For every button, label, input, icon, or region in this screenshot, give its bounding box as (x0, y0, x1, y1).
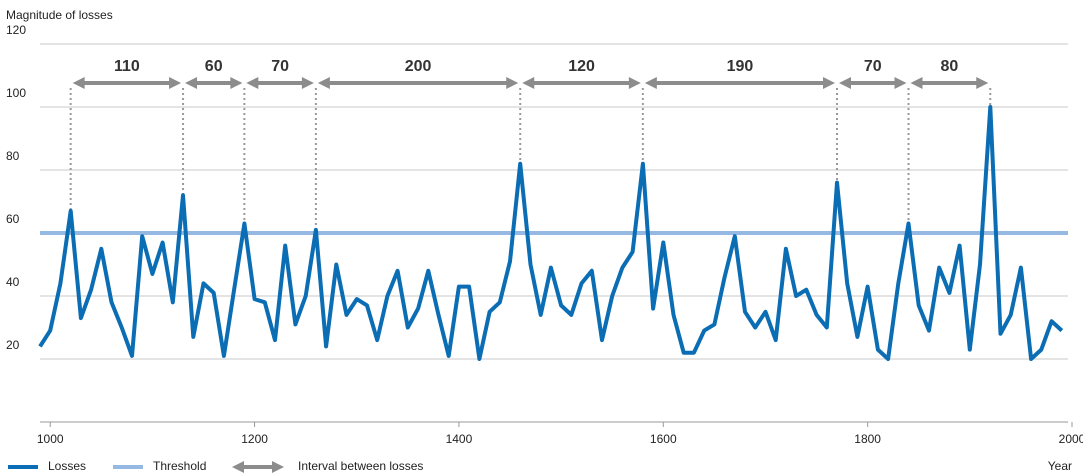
x-axis-label: Year (1048, 459, 1072, 473)
legend-arrow-head (232, 461, 244, 473)
interval-head (72, 77, 85, 89)
interval-label: 200 (405, 58, 432, 75)
y-tick-label: 20 (6, 338, 20, 352)
interval-head (246, 77, 259, 89)
interval-arrow (317, 77, 519, 89)
interval-label: 110 (114, 58, 140, 75)
legend-label: Interval between losses (298, 459, 423, 473)
interval-head (822, 77, 835, 89)
y-tick-label: 100 (6, 86, 26, 100)
interval-arrow (838, 77, 907, 89)
interval-head (506, 77, 519, 89)
x-tick-label: 1000 (37, 432, 64, 446)
interval-arrow (910, 77, 989, 89)
interval-label: 60 (205, 58, 223, 75)
y-tick-label: 80 (6, 149, 20, 163)
legend-swatch (232, 461, 284, 473)
y-axis-label: Magnitude of losses (6, 8, 113, 22)
x-tick-label: 1400 (446, 432, 473, 446)
interval-head (910, 77, 923, 89)
x-tick-label: 1600 (650, 432, 677, 446)
interval-head (185, 77, 198, 89)
interval-label: 70 (271, 58, 289, 75)
interval-label: 70 (864, 58, 882, 75)
y-tick-label: 120 (6, 23, 26, 37)
interval-arrow (72, 77, 182, 89)
interval-arrow (246, 77, 314, 89)
legend-label: Threshold (153, 459, 206, 473)
interval-arrow (522, 77, 641, 89)
interval-head (301, 77, 314, 89)
interval-arrow (644, 77, 835, 89)
interval-label: 80 (940, 58, 958, 75)
legend-arrow-head (272, 461, 284, 473)
interval-arrow (185, 77, 243, 89)
x-tick-label: 1800 (854, 432, 881, 446)
y-tick-label: 60 (6, 212, 20, 226)
interval-head (644, 77, 657, 89)
interval-head (230, 77, 243, 89)
interval-head (169, 77, 182, 89)
y-tick-label: 40 (6, 275, 20, 289)
line-series (38, 105, 1064, 361)
interval-label: 190 (727, 58, 754, 75)
interval-label: 120 (568, 58, 595, 75)
interval-head (317, 77, 330, 89)
x-tick-label: 1200 (241, 432, 268, 446)
x-tick-label: 2000 (1059, 432, 1083, 446)
interval-head (894, 77, 907, 89)
interval-head (838, 77, 851, 89)
legend-label: Losses (48, 459, 86, 473)
interval-head (976, 77, 989, 89)
interval-head (522, 77, 535, 89)
interval-head (628, 77, 641, 89)
